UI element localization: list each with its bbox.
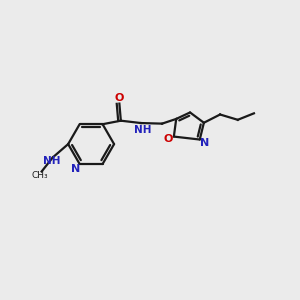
Text: N: N <box>200 138 210 148</box>
Text: NH: NH <box>43 156 60 166</box>
Text: NH: NH <box>134 124 152 134</box>
Text: O: O <box>115 93 124 103</box>
Text: N: N <box>71 164 81 174</box>
Text: CH₃: CH₃ <box>32 171 49 180</box>
Text: O: O <box>163 134 172 144</box>
